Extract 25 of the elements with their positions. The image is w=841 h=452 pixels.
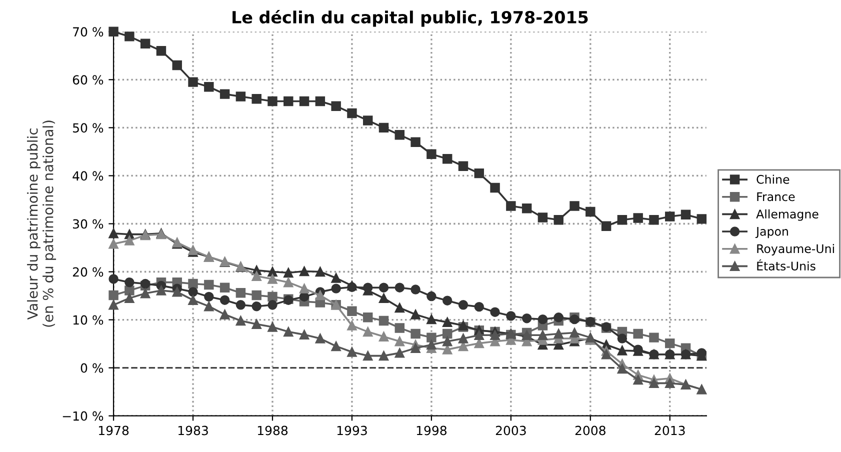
y-tick-label: 10 % <box>73 315 104 325</box>
x-tick-label: 1998 <box>416 426 446 436</box>
chart-title: Le déclin du capital public, 1978-2015 <box>232 10 588 27</box>
y-tick-label: 0 % <box>80 363 104 373</box>
y-axis-title: Valeur du patrimoine public (en % du patrimoine national) <box>27 120 56 327</box>
legend-label: Allemagne <box>756 209 818 221</box>
y-tick-label: 20 % <box>72 267 104 277</box>
x-tick-label: 1978 <box>99 426 129 436</box>
y-tick-label: −10 % <box>62 411 104 421</box>
y-tick-label: 30 % <box>73 219 104 229</box>
legend-label: France <box>757 192 795 202</box>
x-tick-label: 1983 <box>178 426 208 436</box>
x-tick-label: 1988 <box>258 426 288 436</box>
legend-label: Royaume-Uni <box>757 244 834 256</box>
y-tick-label: 50 % <box>73 123 104 133</box>
y-tick-label: 40 % <box>72 171 104 181</box>
legend-label: Chine <box>756 174 790 184</box>
legend-label: Japon <box>755 227 788 238</box>
x-tick-label: 2003 <box>496 426 526 436</box>
legend-label: États-Unis <box>757 259 816 270</box>
y-tick-label: 70 % <box>73 27 104 37</box>
x-tick-label: 2013 <box>654 426 685 436</box>
x-tick-label: 1993 <box>337 426 367 436</box>
y-tick-label: 60 % <box>72 75 104 85</box>
x-tick-label: 2008 <box>575 426 606 436</box>
